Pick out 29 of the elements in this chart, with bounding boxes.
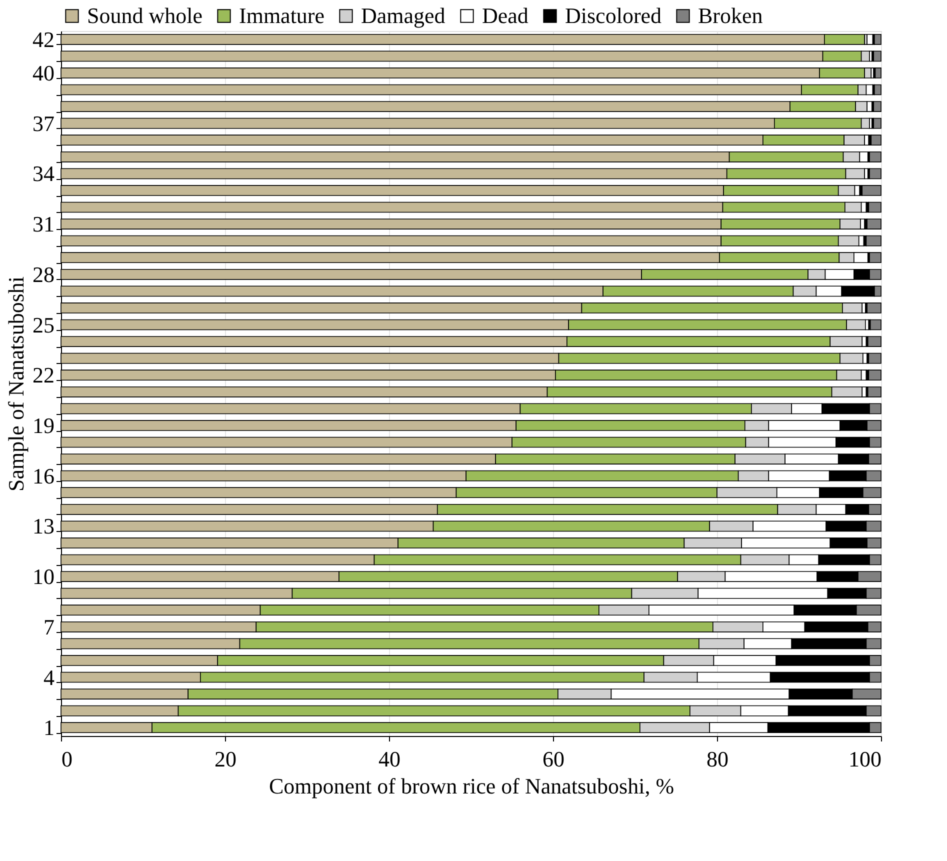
x-tick-label: 100: [848, 746, 882, 772]
y-tick-label: 7: [44, 614, 54, 640]
y-tick-label: 22: [32, 362, 54, 388]
y-tick-label: 16: [32, 463, 54, 488]
legend-label: Broken: [698, 3, 763, 28]
y-tick-label: 1: [44, 715, 54, 740]
y-axis-title: Sample of Nanatsuboshi: [4, 276, 28, 492]
legend-label: Damaged: [361, 3, 446, 28]
y-tick-label: 40: [32, 60, 54, 86]
legend-label: Immature: [239, 3, 325, 28]
y-tick-label: 28: [32, 262, 54, 287]
y-tick-label: 42: [32, 26, 54, 52]
legend-label: Dead: [482, 3, 528, 28]
x-tick-label: 40: [378, 746, 400, 772]
y-tick-label: 31: [32, 212, 54, 237]
x-tick-label: 60: [542, 746, 564, 772]
y-tick-label: 4: [44, 664, 54, 690]
y-tick-label: 25: [32, 312, 54, 338]
x-tick-label: 20: [214, 746, 236, 772]
y-tick-label: 34: [32, 161, 54, 186]
x-tick-label: 80: [706, 746, 728, 772]
x-tick-label: 0: [62, 746, 72, 772]
legend-label: Sound whole: [87, 3, 202, 28]
y-tick-label: 19: [32, 412, 54, 438]
y-tick-label: 13: [32, 514, 54, 539]
x-axis-title: Component of brown rice of Nanatsuboshi, %: [268, 774, 674, 798]
y-tick-label: 37: [32, 110, 54, 136]
y-tick-label: 10: [32, 564, 54, 590]
legend-label: Discolored: [565, 3, 662, 28]
